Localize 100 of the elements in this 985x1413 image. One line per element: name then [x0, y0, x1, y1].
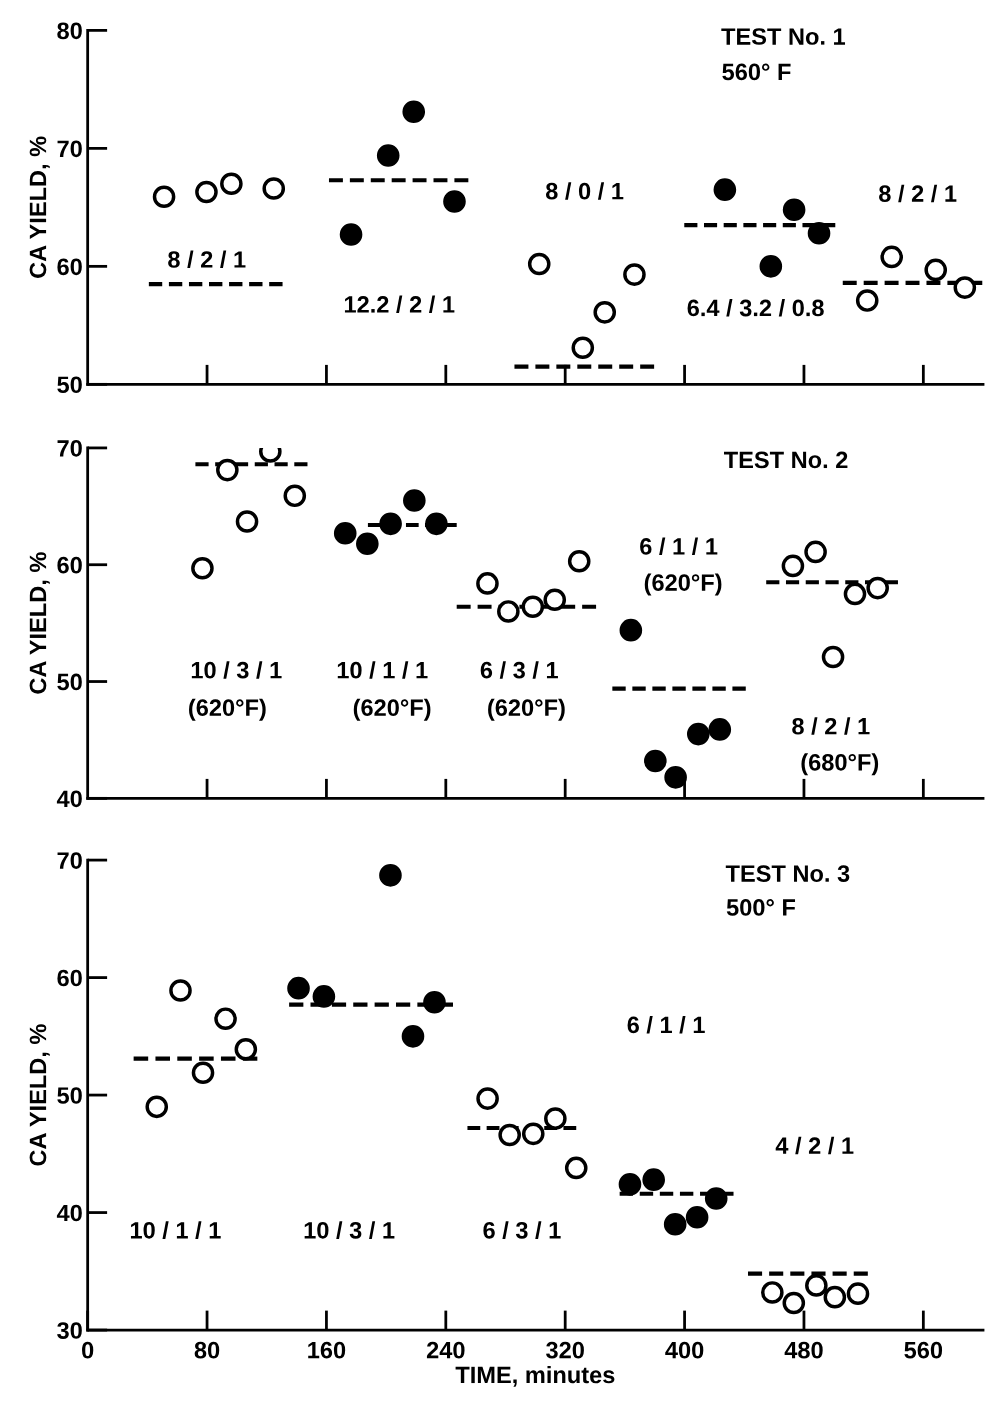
y-tick-label: 50	[57, 673, 82, 691]
annotation: (620°F)	[353, 698, 431, 721]
point	[521, 595, 545, 619]
point	[262, 177, 286, 200]
point	[804, 540, 827, 564]
annotation: TEST No. 3	[725, 865, 850, 882]
point	[403, 489, 426, 512]
point	[476, 1087, 499, 1110]
x-tick-label: 560	[904, 1341, 943, 1359]
point	[685, 1205, 709, 1229]
y-tick-label: 70	[57, 852, 82, 869]
point	[821, 645, 845, 669]
annotation: 8 / 2 / 1	[792, 717, 870, 735]
point	[498, 1123, 521, 1147]
point	[642, 1168, 665, 1191]
annotation: 560° F	[722, 63, 791, 81]
point	[807, 222, 831, 245]
y-tick-label: 70	[57, 439, 82, 457]
x-tick-label: 480	[784, 1341, 823, 1359]
point	[287, 976, 310, 1000]
point	[567, 549, 591, 573]
point	[401, 1025, 425, 1048]
point	[476, 572, 499, 595]
y-tick-label: 60	[57, 969, 82, 987]
y-tick-label: 50	[57, 1087, 82, 1104]
point	[216, 458, 239, 482]
point	[195, 180, 218, 204]
point	[686, 722, 710, 746]
point	[846, 1282, 870, 1305]
point	[152, 185, 176, 209]
point	[924, 258, 948, 282]
point	[782, 1291, 806, 1315]
y-tick-label: 70	[57, 140, 82, 158]
point	[544, 1107, 567, 1130]
y-axis-title: CA YIELD, %	[29, 552, 50, 694]
annotation: 6.4 / 3.2 / 0.8	[687, 299, 824, 317]
annotation: 4 / 2 / 1	[775, 1136, 854, 1155]
point	[761, 1281, 784, 1304]
point	[619, 618, 643, 642]
x-tick-label: 320	[546, 1341, 584, 1359]
y-tick-label: 80	[57, 22, 82, 40]
point	[339, 223, 363, 246]
point	[402, 100, 426, 124]
point	[333, 521, 357, 545]
point	[663, 1213, 687, 1236]
point	[823, 1285, 847, 1309]
annotation: (620°F)	[189, 698, 266, 721]
point	[880, 245, 904, 269]
point	[618, 1173, 642, 1196]
point	[866, 576, 889, 600]
annotation: 6 / 1 / 1	[640, 537, 718, 556]
annotation: 10 / 1 / 1	[130, 1221, 221, 1239]
point	[543, 588, 567, 612]
point	[169, 979, 192, 1002]
point	[376, 144, 400, 167]
point	[191, 556, 214, 580]
point	[704, 1187, 728, 1210]
point	[283, 484, 307, 508]
point	[235, 510, 259, 533]
annotation: 8 / 2 / 1	[168, 250, 246, 269]
x-tick-label: 400	[665, 1341, 704, 1359]
y-axis-title: CA YIELD, %	[29, 136, 50, 278]
x-tick-label: 80	[194, 1341, 220, 1359]
annotation: 6 / 3 / 1	[480, 661, 558, 679]
x-tick-label: 160	[308, 1341, 346, 1359]
annotation: (620°F)	[488, 698, 565, 721]
point	[623, 263, 646, 286]
annotation: 500° F	[726, 899, 796, 916]
point	[713, 178, 737, 201]
point	[708, 718, 732, 741]
x-tick-label: 240	[426, 1341, 465, 1359]
y-tick-label: 30	[57, 1322, 82, 1339]
point	[379, 864, 402, 887]
annotation: 6 / 3 / 1	[483, 1221, 561, 1239]
point	[191, 1061, 215, 1085]
annotation: (680°F)	[801, 753, 879, 776]
point	[782, 198, 806, 222]
point	[564, 1156, 588, 1180]
point	[356, 532, 379, 556]
point	[379, 512, 402, 536]
annotation: TEST No. 1	[721, 28, 846, 45]
point	[593, 301, 617, 324]
y-tick-label: 60	[57, 258, 82, 276]
annotation: 10 / 3 / 1	[191, 661, 282, 679]
point	[664, 766, 687, 789]
annotation: 10 / 3 / 1	[304, 1221, 395, 1239]
y-axis-title: CA YIELD, %	[29, 1024, 50, 1166]
y-tick-label: 40	[56, 1204, 82, 1222]
annotation: 8 / 0 / 1	[545, 182, 624, 200]
y-tick-label: 50	[57, 376, 82, 394]
point	[759, 255, 783, 278]
y-tick-label: 40	[56, 790, 82, 808]
point	[234, 1037, 258, 1061]
point	[443, 190, 466, 213]
y-tick-label: 60	[57, 556, 82, 574]
point	[312, 985, 336, 1008]
annotation: TEST No. 2	[724, 451, 848, 469]
point	[497, 600, 520, 623]
point	[220, 172, 243, 196]
point	[423, 990, 446, 1014]
